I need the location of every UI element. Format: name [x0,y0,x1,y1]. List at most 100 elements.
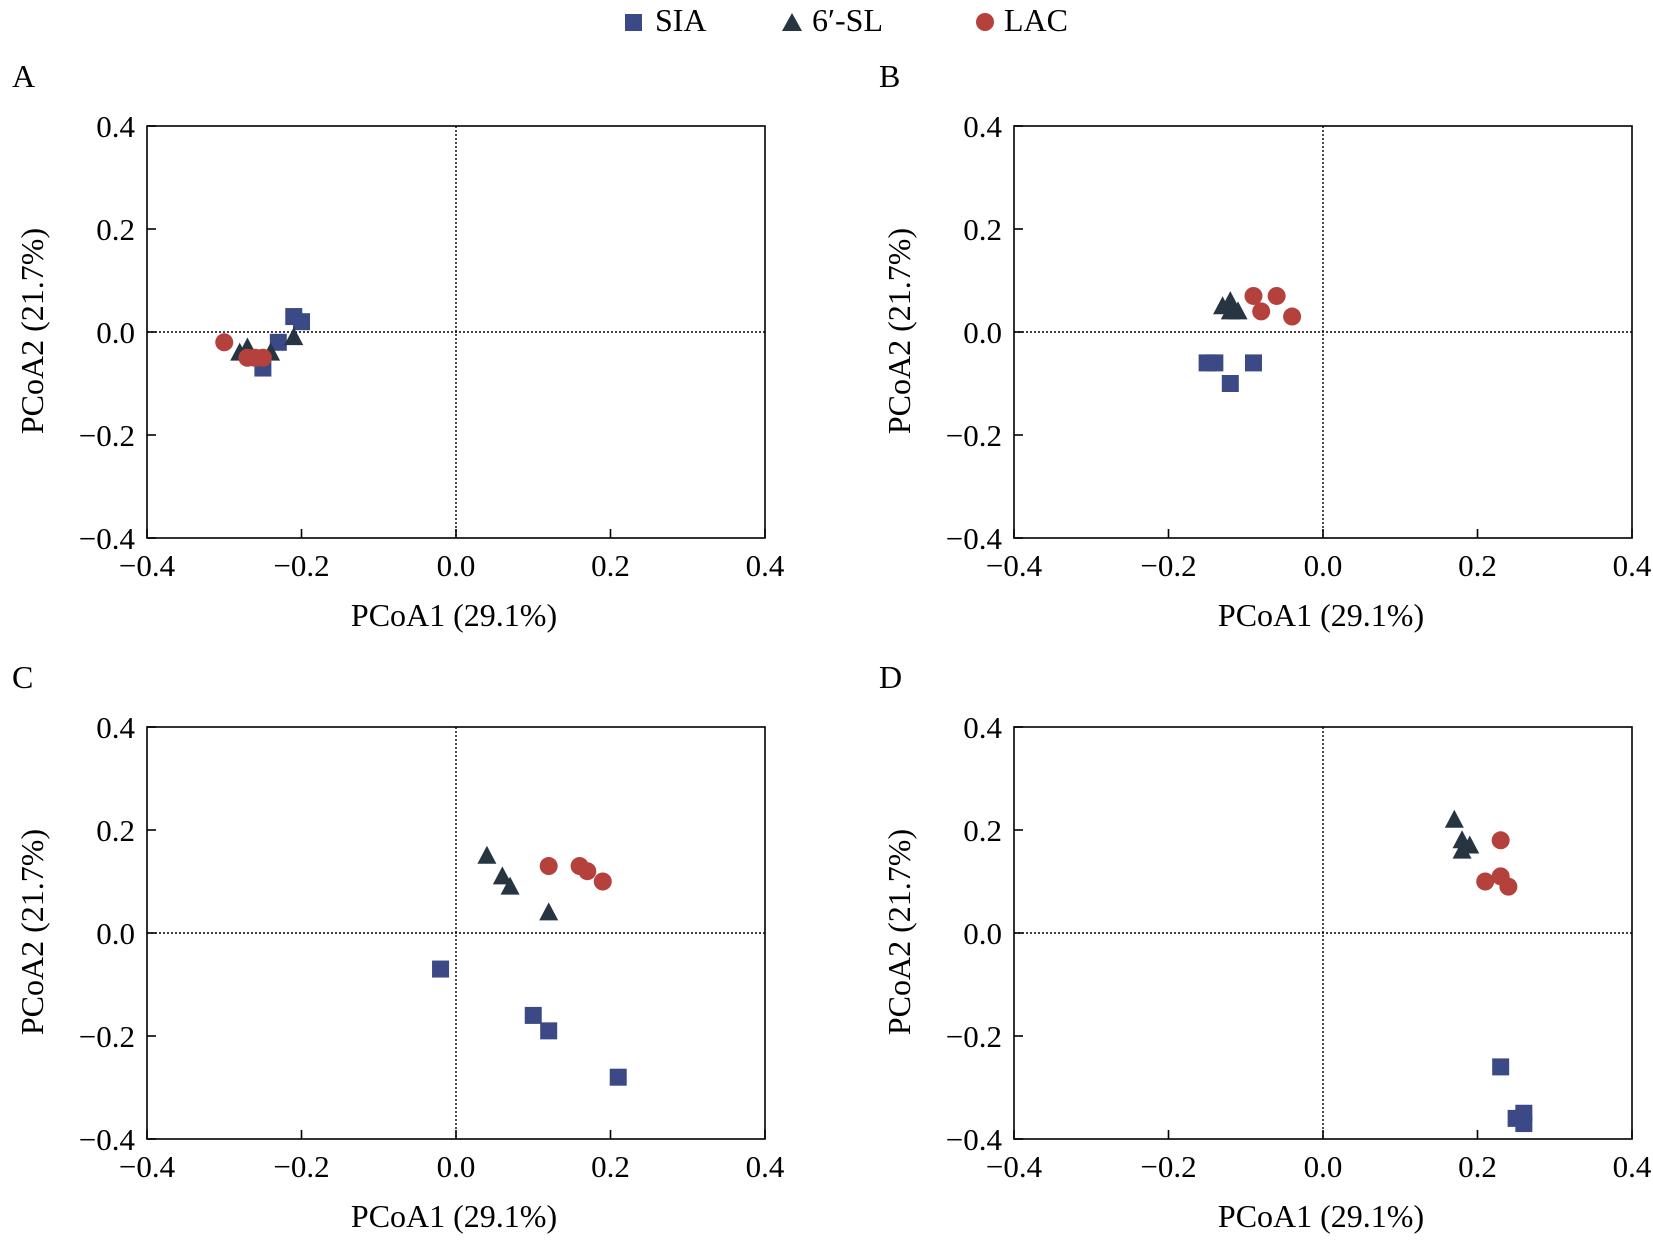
data-point-circle [1283,307,1302,326]
data-point-triangle [539,902,559,921]
legend-label-6sl: 6′-SL [812,2,883,38]
y-axis-label: PCoA2 (21.7%) [14,829,50,1035]
panels: A −0.4 −0.2 0.0 0.2 0.4 −0.4 −0.2 0.0 0.2 0.4 PCoA1… [12,58,1652,1234]
data-point-circle [578,862,597,881]
x-axis-label: PCoA1 (29.1%) [1218,597,1424,633]
y-tick-label: 0.0 [963,916,1002,951]
x-tick-label: −0.2 [273,548,329,583]
x-axis-label: PCoA1 (29.1%) [1218,1198,1424,1234]
y-tick-label: −0.4 [79,521,136,556]
data-point-square [540,1022,558,1040]
y-tick-label: 0.4 [963,109,1002,144]
series-6sl [1444,809,1480,859]
series-6sl [477,845,559,921]
data-point-square [1221,375,1239,392]
data-point-square [1492,1058,1510,1076]
panel-b: B −0.4 −0.2 0.0 0.2 0.4 −0.4 −0.2 0.0 0.2 0.4 PCoA1… [879,58,1652,633]
data-point-triangle [1220,291,1240,310]
data-point-triangle [477,845,497,864]
data-point-triangle [1452,840,1472,859]
x-tick-label: −0.2 [1140,548,1196,583]
y-tick-label: 0.2 [96,813,135,848]
x-axis-label: PCoA1 (29.1%) [351,1198,557,1234]
y-tick-label: −0.2 [79,418,135,453]
data-point-circle [1499,877,1518,896]
x-tick-label: 0.4 [746,1149,785,1184]
y-axis-label: PCoA2 (21.7%) [881,228,917,434]
legend-item-sia: SIA [625,2,707,38]
legend-marker-6sl [782,13,802,31]
x-tick-label: 0.0 [1304,548,1343,583]
panel-d: D −0.4 −0.2 0.0 0.2 0.4 −0.4 −0.2 0.0 0.2 0.4 PCoA1… [879,659,1652,1234]
legend-marker-lac [976,13,994,31]
y-tick-label: −0.4 [79,1122,136,1157]
y-tick-label: −0.2 [946,1019,1002,1054]
legend: SIA 6′-SL LAC [625,2,1068,38]
y-tick-label: 0.0 [963,315,1002,350]
data-point-square [1244,354,1262,372]
data-point-square [432,960,450,978]
data-point-triangle [500,876,520,895]
data-point-circle [215,333,234,352]
y-axis-label: PCoA2 (21.7%) [881,829,917,1035]
data-point-triangle [1220,301,1240,320]
data-point-square [524,1006,542,1024]
data-point-triangle [284,327,304,346]
series-sia [432,960,627,1086]
x-tick-label: 0.2 [591,548,630,583]
x-axis-label: PCoA1 (29.1%) [351,597,557,633]
panel-c: C −0.4 −0.2 0.0 0.2 0.4 −0.4 −0.2 0.0 0.2 0.4 PCoA1… [12,659,785,1234]
series-lac [1244,286,1302,326]
data-point-square [269,333,287,351]
data-point-square [1206,354,1224,372]
legend-label-lac: LAC [1004,2,1068,38]
y-tick-label: 0.0 [96,315,135,350]
series-lac [215,333,272,367]
x-tick-label: −0.4 [986,548,1043,583]
x-tick-label: 0.2 [1458,548,1497,583]
y-tick-label: 0.0 [96,916,135,951]
panel-label-d: D [879,659,902,695]
legend-label-sia: SIA [655,2,707,38]
data-point-circle [1252,302,1271,321]
y-tick-label: 0.2 [963,813,1002,848]
x-tick-label: −0.2 [1140,1149,1196,1184]
series-lac [1476,831,1518,896]
series-sia [1492,1058,1533,1133]
data-point-square [609,1068,627,1086]
y-tick-label: −0.4 [946,521,1003,556]
series-6sl [1213,291,1248,320]
x-tick-label: 0.4 [1613,1149,1652,1184]
data-point-circle [539,857,558,876]
x-tick-label: 0.4 [1613,548,1652,583]
data-point-triangle [492,866,512,885]
legend-marker-sia [625,14,642,31]
x-tick-label: 0.2 [591,1149,630,1184]
x-tick-label: −0.4 [986,1149,1043,1184]
x-tick-label: −0.2 [273,1149,329,1184]
x-tick-label: 0.0 [437,548,476,583]
y-tick-label: 0.2 [963,212,1002,247]
panel-a: A −0.4 −0.2 0.0 0.2 0.4 −0.4 −0.2 0.0 0.2 0.4 PCoA1… [12,58,785,633]
x-tick-label: 0.2 [1458,1149,1497,1184]
data-point-circle [1491,831,1510,850]
y-tick-label: −0.2 [79,1019,135,1054]
x-tick-label: −0.4 [119,548,176,583]
x-tick-label: 0.0 [1304,1149,1343,1184]
x-tick-label: −0.4 [119,1149,176,1184]
panel-label-a: A [12,58,35,94]
data-point-circle [593,872,612,891]
y-tick-label: 0.4 [96,710,135,745]
data-point-circle [1267,286,1286,305]
y-axis-label: PCoA2 (21.7%) [14,228,50,434]
y-tick-label: 0.4 [963,710,1002,745]
panel-label-c: C [12,659,33,695]
y-tick-label: −0.4 [946,1122,1003,1157]
series-lac [539,857,612,891]
y-tick-label: −0.2 [946,418,1002,453]
panel-label-b: B [879,58,900,94]
x-tick-label: 0.4 [746,548,785,583]
y-tick-label: 0.4 [96,109,135,144]
data-point-triangle [1444,809,1464,828]
